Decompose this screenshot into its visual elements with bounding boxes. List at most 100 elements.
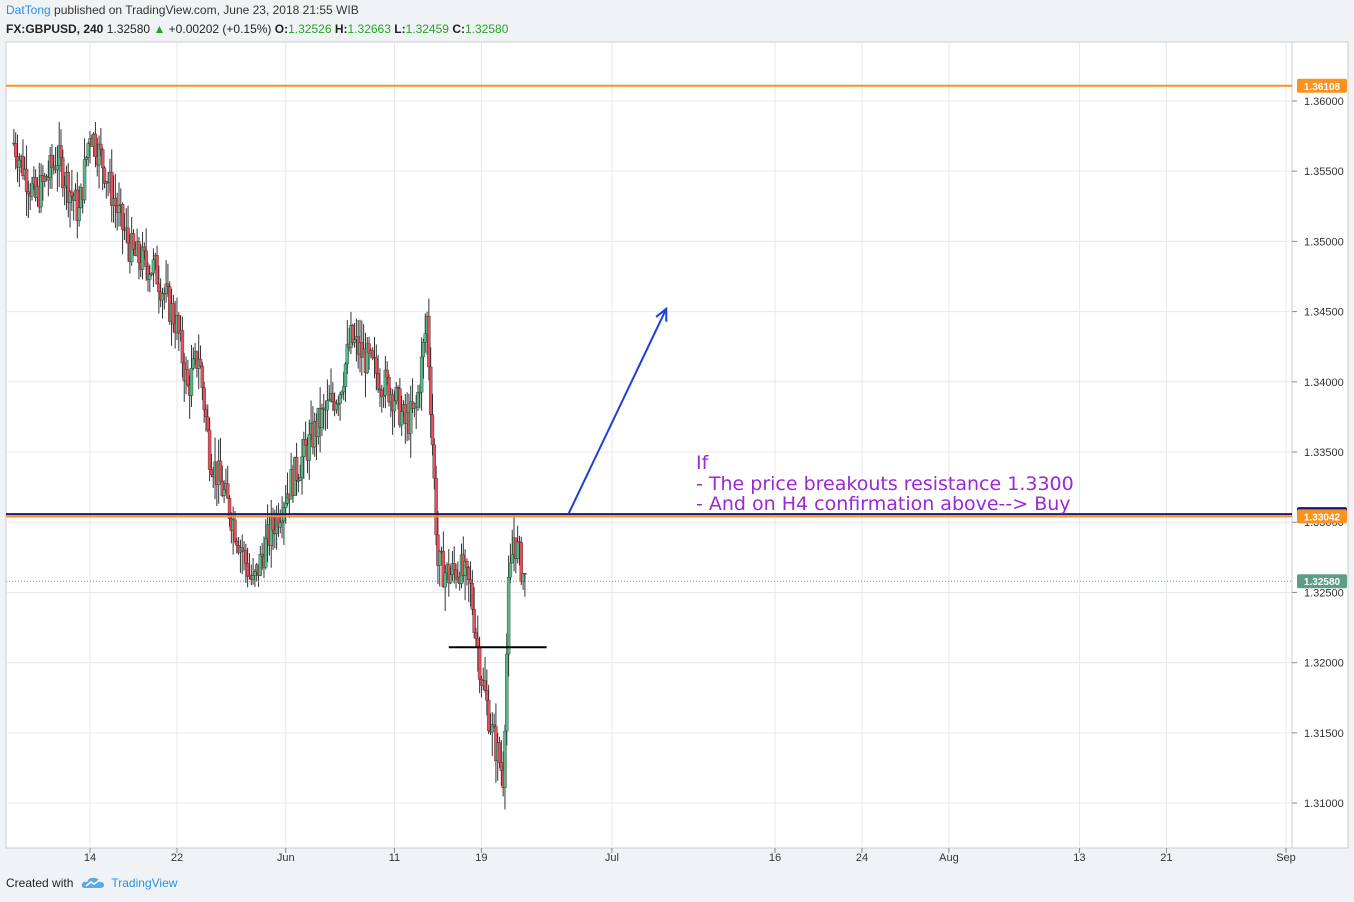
candle-down xyxy=(235,541,239,546)
candle-down xyxy=(485,690,489,701)
x-tick-label: 24 xyxy=(856,852,868,864)
candle-up xyxy=(448,574,453,584)
candle-down xyxy=(202,387,206,410)
candle-up xyxy=(117,205,121,213)
candle-down xyxy=(374,357,379,374)
candle-down xyxy=(166,283,170,287)
candle-up xyxy=(151,259,156,274)
price-axis[interactable] xyxy=(1291,41,1349,849)
candle-down xyxy=(244,549,248,564)
open-value: 1.32526 xyxy=(288,22,332,36)
candle-down xyxy=(434,477,438,536)
candle-down xyxy=(204,409,208,418)
candle-up xyxy=(340,391,344,395)
y-tick-label: 1.32000 xyxy=(1304,658,1344,670)
tradingview-cloud-icon[interactable] xyxy=(81,876,105,890)
candle-up xyxy=(515,541,520,559)
tradingview-link[interactable]: TradingView xyxy=(111,876,178,890)
candle-up xyxy=(409,401,413,434)
candle-up xyxy=(46,177,51,181)
arrow-shaft xyxy=(567,308,668,515)
candle-up xyxy=(191,358,195,369)
candle-up xyxy=(86,143,90,158)
candle-down xyxy=(66,172,70,203)
candle-down xyxy=(26,191,31,195)
candle-down xyxy=(467,567,471,580)
candle-down xyxy=(180,330,185,364)
x-tick-label: 22 xyxy=(171,852,183,864)
candle-down xyxy=(428,366,433,415)
plot-area[interactable] xyxy=(5,41,1293,849)
candle-up xyxy=(392,400,397,412)
x-tick-label: 21 xyxy=(1160,852,1172,864)
candle-up xyxy=(394,387,398,402)
arrow-head xyxy=(655,306,668,322)
candle-down xyxy=(120,204,125,230)
candle-down xyxy=(499,762,504,771)
candle-up xyxy=(345,343,350,365)
open-label: O: xyxy=(274,22,289,36)
candle-down xyxy=(59,145,63,159)
candle-down xyxy=(465,561,469,568)
breakout-arrow[interactable] xyxy=(567,306,668,515)
x-tick-label: Jul xyxy=(605,852,619,864)
close-label: C: xyxy=(452,22,465,36)
price-tag xyxy=(1297,574,1347,589)
candle-down xyxy=(477,646,482,680)
price-chart[interactable]: 1.310001.315001.320001.325001.330001.335… xyxy=(0,0,1354,870)
candle-up xyxy=(334,403,339,411)
candle-up xyxy=(298,477,302,481)
candle-down xyxy=(126,227,130,244)
candle-up xyxy=(438,550,442,566)
candle-down xyxy=(483,680,487,691)
candle-down xyxy=(14,143,18,157)
candle-up xyxy=(251,575,255,580)
candle-up xyxy=(189,368,194,396)
high-label: H: xyxy=(334,22,348,36)
candle-up xyxy=(419,356,424,393)
x-tick-label: Jun xyxy=(277,852,295,864)
x-tick-label: Aug xyxy=(939,852,959,864)
candle-down xyxy=(142,246,147,252)
y-tick-label: 1.31000 xyxy=(1304,798,1344,810)
candle-up xyxy=(381,394,386,398)
candle-up xyxy=(505,653,509,732)
price-tag-label: 1.36108 xyxy=(1304,82,1341,93)
candle-down xyxy=(206,416,210,431)
candle-up xyxy=(341,386,346,393)
candle-down xyxy=(102,167,107,184)
candle-up xyxy=(508,562,513,578)
candle-down xyxy=(523,573,527,575)
x-tick-label: 16 xyxy=(769,852,781,864)
x-tick-label: 14 xyxy=(84,852,96,864)
candle-down xyxy=(497,742,502,763)
candle-down xyxy=(519,542,523,582)
candle-down xyxy=(207,429,212,470)
publish-info: DatTong published on TradingView.com, Ju… xyxy=(6,3,359,17)
candle-down xyxy=(486,700,491,731)
candle-down xyxy=(100,149,105,169)
candle-down xyxy=(294,456,299,481)
candle-down xyxy=(186,369,190,386)
candle-down xyxy=(331,393,335,402)
candle-up xyxy=(62,185,67,189)
candle-down xyxy=(370,350,375,358)
candle-up xyxy=(77,207,81,221)
candle-down xyxy=(303,439,308,446)
candle-up xyxy=(253,571,257,576)
candle-down xyxy=(492,724,496,727)
y-tick-label: 1.32500 xyxy=(1304,587,1344,599)
y-tick-label: 1.34500 xyxy=(1304,307,1344,319)
candle-down xyxy=(233,519,237,542)
candle-down xyxy=(227,498,232,520)
candle-up xyxy=(506,576,511,655)
candle-down xyxy=(93,133,98,158)
candle-up xyxy=(302,439,306,458)
candle-down xyxy=(113,197,118,206)
author-link[interactable]: DatTong xyxy=(6,3,51,17)
candle-down xyxy=(155,255,159,285)
candle-up xyxy=(307,434,311,461)
candle-down xyxy=(144,250,148,267)
y-tick-label: 1.35000 xyxy=(1304,236,1344,248)
